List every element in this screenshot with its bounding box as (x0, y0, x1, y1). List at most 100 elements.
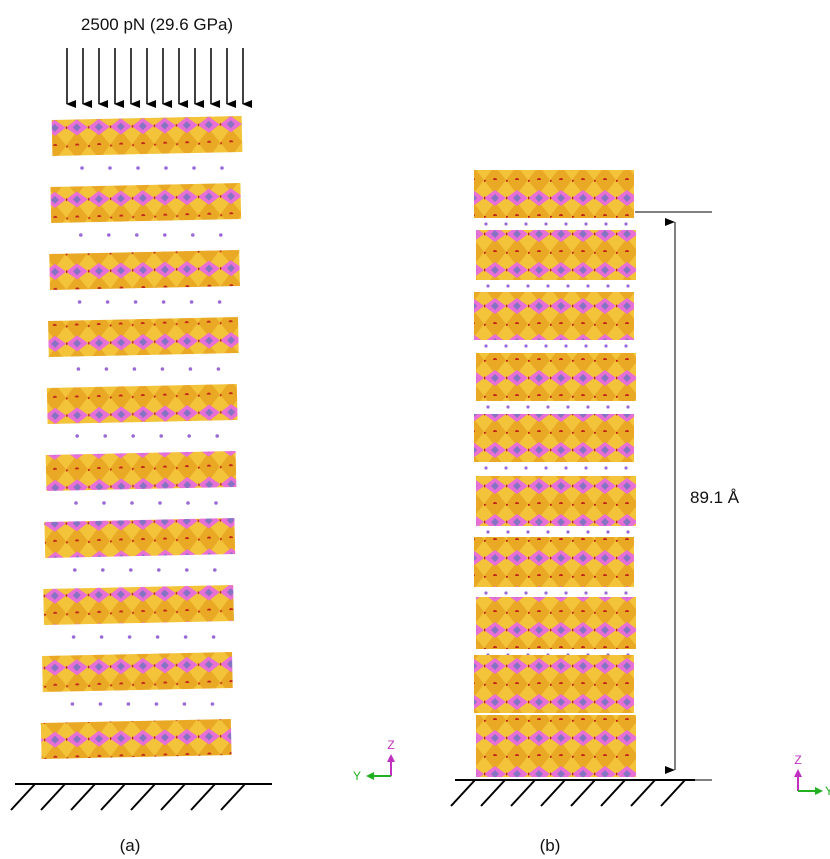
ion (624, 466, 627, 469)
hatch (131, 784, 155, 810)
axis-label: Z (794, 753, 801, 767)
ion (99, 702, 103, 706)
ion (80, 166, 84, 170)
layer (474, 292, 634, 340)
ion (526, 284, 529, 287)
ion (584, 344, 587, 347)
load-label: 2500 pN (29.6 GPa) (81, 15, 233, 34)
ion (524, 344, 527, 347)
ion (211, 702, 215, 706)
ion (624, 591, 627, 594)
ion (220, 166, 224, 170)
axis-indicator: Z Y (794, 753, 830, 798)
layer (474, 170, 634, 218)
ion (566, 530, 569, 533)
hatch (661, 780, 685, 806)
ion (159, 434, 163, 438)
layer (43, 585, 234, 625)
hatch (161, 784, 185, 810)
ion (564, 344, 567, 347)
ion (219, 233, 223, 237)
ion (584, 222, 587, 225)
ion (624, 222, 627, 225)
ion (546, 284, 549, 287)
ion (526, 405, 529, 408)
ion (604, 466, 607, 469)
ion (190, 300, 194, 304)
caption: (a) (120, 836, 141, 855)
ion (544, 222, 547, 225)
ion (155, 702, 159, 706)
ion (626, 405, 629, 408)
hatch (101, 784, 125, 810)
layer (44, 518, 235, 558)
ion (524, 466, 527, 469)
ion (566, 284, 569, 287)
hatch (451, 780, 475, 806)
ion (71, 702, 75, 706)
layer (50, 183, 241, 223)
ion (73, 568, 77, 572)
hatch (571, 780, 595, 806)
ion (134, 300, 138, 304)
ion (102, 501, 106, 505)
ion (506, 405, 509, 408)
layer (474, 655, 634, 713)
layer (476, 715, 636, 777)
ion (606, 284, 609, 287)
ion (77, 367, 81, 371)
ion (624, 344, 627, 347)
ion (212, 635, 216, 639)
ion (564, 591, 567, 594)
ion (524, 222, 527, 225)
layer (476, 597, 636, 649)
ion (484, 344, 487, 347)
ion (504, 591, 507, 594)
ion (217, 367, 221, 371)
ion (218, 300, 222, 304)
ion (158, 501, 162, 505)
ion (484, 591, 487, 594)
ion (584, 466, 587, 469)
ion (192, 166, 196, 170)
hatch (11, 784, 35, 810)
ion (184, 635, 188, 639)
layer (46, 451, 237, 491)
ion (131, 434, 135, 438)
ion (604, 344, 607, 347)
ion (506, 284, 509, 287)
ion (157, 568, 161, 572)
ion (72, 635, 76, 639)
ion (506, 530, 509, 533)
ion (486, 284, 489, 287)
ion (103, 434, 107, 438)
ion (544, 591, 547, 594)
ion (484, 222, 487, 225)
ion (544, 466, 547, 469)
ion (215, 434, 219, 438)
ion (486, 405, 489, 408)
ion (183, 702, 187, 706)
ion (75, 434, 79, 438)
ion (163, 233, 167, 237)
ion (135, 233, 139, 237)
ion (161, 367, 165, 371)
ion (586, 405, 589, 408)
layer (476, 476, 636, 526)
load-arrows (67, 48, 243, 104)
figure: 2500 pN (29.6 GPa) 89.1 Å (a) (b) Z Y Z … (0, 0, 830, 859)
hatch (511, 780, 535, 806)
ion (128, 635, 132, 639)
ion (185, 568, 189, 572)
hatch (221, 784, 245, 810)
ion (107, 233, 111, 237)
ion (78, 300, 82, 304)
ion (526, 530, 529, 533)
ion (604, 591, 607, 594)
ion (191, 233, 195, 237)
ion (105, 367, 109, 371)
layer (476, 353, 636, 401)
ion (108, 166, 112, 170)
structure (41, 116, 636, 777)
ion (130, 501, 134, 505)
